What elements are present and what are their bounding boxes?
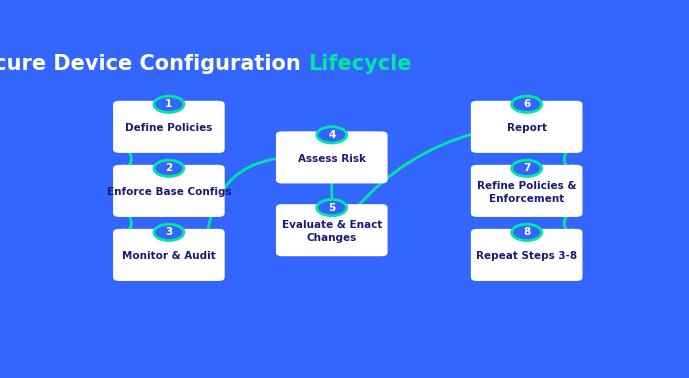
Text: 5: 5 — [328, 203, 336, 213]
Circle shape — [317, 200, 347, 216]
Text: Report: Report — [506, 123, 546, 133]
Text: Repeat Steps 3-8: Repeat Steps 3-8 — [476, 251, 577, 261]
Circle shape — [154, 224, 184, 240]
FancyBboxPatch shape — [113, 229, 225, 281]
Text: Secure Device Configuration Lifecycle: Secure Device Configuration Lifecycle — [331, 27, 358, 28]
Text: Monitor & Audit: Monitor & Audit — [122, 251, 216, 261]
Text: Lifecycle: Lifecycle — [308, 54, 411, 74]
Text: Assess Risk: Assess Risk — [298, 154, 366, 164]
Text: 1: 1 — [165, 99, 172, 109]
Text: 8: 8 — [523, 227, 531, 237]
Circle shape — [512, 96, 542, 112]
FancyBboxPatch shape — [471, 101, 582, 153]
Circle shape — [317, 127, 347, 143]
Text: 2: 2 — [165, 163, 172, 174]
FancyBboxPatch shape — [471, 165, 582, 217]
Text: 4: 4 — [328, 130, 336, 140]
Text: Refine Policies &
Enforcement: Refine Policies & Enforcement — [477, 181, 576, 203]
Text: 6: 6 — [523, 99, 531, 109]
Text: Evaluate & Enact
Changes: Evaluate & Enact Changes — [282, 220, 382, 243]
FancyBboxPatch shape — [471, 229, 582, 281]
FancyBboxPatch shape — [113, 165, 225, 217]
Circle shape — [154, 96, 184, 112]
Circle shape — [512, 160, 542, 177]
Text: Define Policies: Define Policies — [125, 123, 213, 133]
Text: 7: 7 — [523, 163, 531, 174]
FancyBboxPatch shape — [276, 204, 387, 256]
Circle shape — [512, 224, 542, 240]
Text: Secure Device Configuration: Secure Device Configuration — [0, 54, 308, 74]
Text: Enforce Base Configs: Enforce Base Configs — [107, 187, 232, 197]
FancyBboxPatch shape — [276, 132, 387, 183]
Circle shape — [154, 160, 184, 177]
Text: 3: 3 — [165, 227, 172, 237]
FancyBboxPatch shape — [113, 101, 225, 153]
